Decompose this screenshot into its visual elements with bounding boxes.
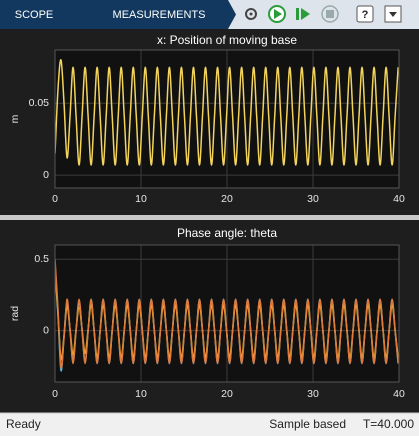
svg-text:?: ? [362,9,369,21]
x-tick-label: 20 [221,388,233,400]
x-tick-label: 30 [307,193,319,205]
y-tick-label: 0 [43,324,49,336]
tab-scope[interactable]: SCOPE [15,9,54,21]
y-axis-label: rad [9,306,21,321]
series-line [55,259,399,370]
status-bar [0,413,419,436]
status-text: Ready [6,417,41,431]
sample-mode: Sample based [269,417,346,431]
run-button[interactable] [268,5,286,23]
x-tick-label: 0 [52,193,58,205]
stop-button[interactable] [321,5,339,23]
help-button[interactable]: ? [356,5,374,23]
chart-title: x: Position of moving base [157,33,297,47]
series-line [55,59,399,166]
series-group [55,59,399,166]
y-axis-label: m [9,114,21,123]
settings-button[interactable] [245,8,257,20]
x-tick-label: 10 [135,193,147,205]
plot-frame [54,49,400,189]
y-tick-label: 0 [43,169,49,181]
sim-time: T=40.000 [363,417,414,431]
y-tick-label: 0.5 [34,253,49,265]
y-tick-label: 0.05 [29,97,50,109]
x-tick-label: 40 [393,388,405,400]
x-tick-label: 40 [393,193,405,205]
step-forward-button[interactable] [296,8,310,20]
plot-frame [54,244,400,383]
x-tick-label: 0 [52,388,58,400]
x-tick-label: 10 [135,388,147,400]
series-group [55,259,399,372]
chart-title: Phase angle: theta [177,226,277,240]
x-tick-label: 30 [307,388,319,400]
panel-separator [0,215,419,220]
tab-measurements[interactable]: MEASUREMENTS [113,9,206,21]
x-tick-label: 20 [221,193,233,205]
menu-button[interactable] [384,5,402,23]
